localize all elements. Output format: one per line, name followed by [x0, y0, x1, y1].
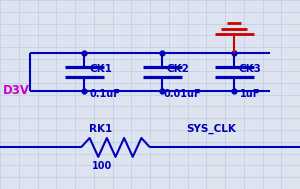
Text: 100: 100: [92, 161, 112, 171]
Text: 0.1uF: 0.1uF: [90, 89, 121, 98]
Text: D3V: D3V: [3, 84, 30, 97]
Text: CK2: CK2: [167, 64, 189, 74]
Text: RK1: RK1: [88, 124, 112, 133]
Text: 0.01uF: 0.01uF: [164, 89, 201, 98]
Text: SYS_CLK: SYS_CLK: [186, 123, 236, 134]
Text: CK1: CK1: [90, 64, 113, 74]
Text: 1uF: 1uF: [240, 89, 260, 98]
Text: CK3: CK3: [238, 64, 261, 74]
